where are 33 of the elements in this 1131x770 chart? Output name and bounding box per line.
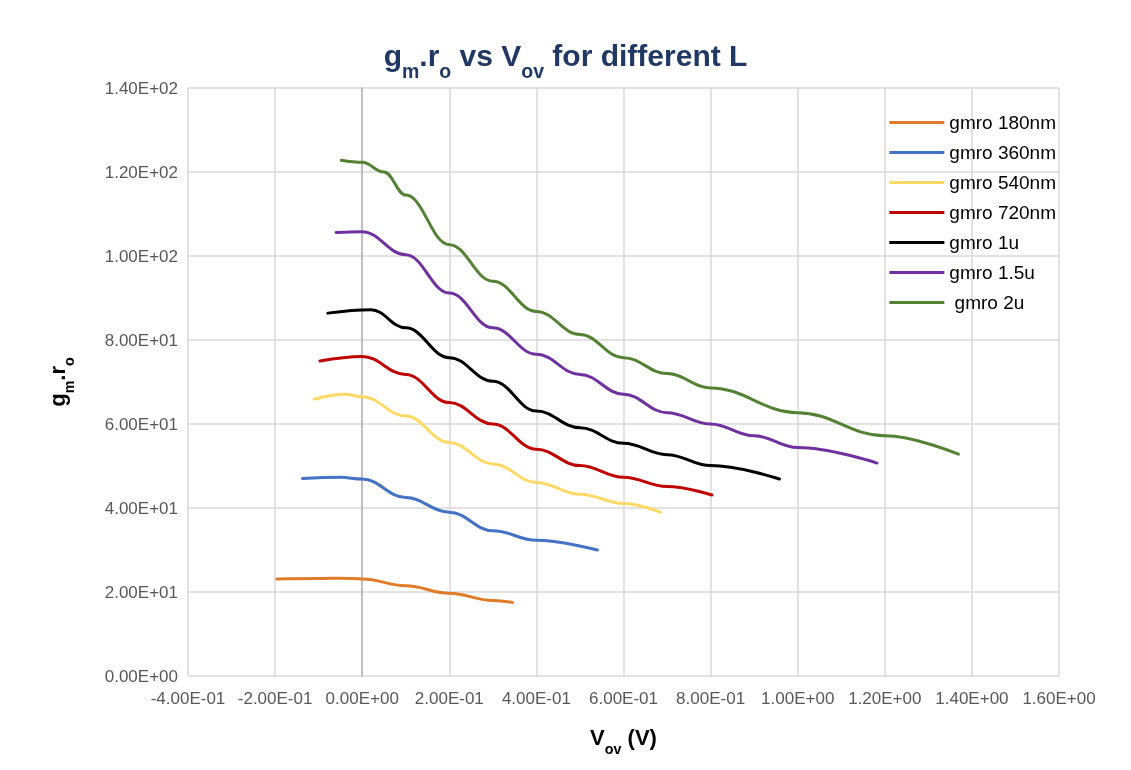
y-tick-label: 8.00E+01 [104, 330, 178, 350]
x-tick-label: -2.00E-01 [237, 689, 313, 708]
x-tick-label: 1.00E+00 [761, 689, 835, 708]
x-tick-label: 1.40E+00 [935, 689, 1009, 708]
y-tick-label: 1.40E+02 [104, 78, 178, 98]
line-series [318, 354, 714, 497]
y-tick-label: 2.00E+01 [104, 582, 178, 602]
x-tick-label: 6.00E-01 [589, 689, 658, 708]
x-tick-label: 0.00E+00 [325, 689, 399, 708]
line-series [334, 230, 879, 465]
x-tick-label: -4.00E-01 [150, 689, 226, 708]
line-series [312, 392, 663, 514]
line-series [326, 308, 781, 481]
legend-label: gmro 360nm [949, 142, 1057, 163]
y-tick-label: 1.00E+02 [104, 246, 178, 266]
x-tick-label: 8.00E-01 [676, 689, 746, 708]
x-tick-label: 1.60E+00 [1022, 689, 1096, 708]
line-series [275, 576, 514, 604]
y-tick-label: 0.00E+00 [104, 666, 178, 686]
y-tick-label: 1.20E+02 [104, 162, 178, 182]
legend-label: gmro 180nm [949, 112, 1057, 133]
y-tick-label: 4.00E+01 [104, 498, 178, 518]
y-axis-title: gm.ro [44, 356, 77, 407]
legend-label: gmro 720nm [949, 202, 1057, 223]
legend-label: gmro 540nm [949, 172, 1057, 193]
legend-label: gmro 1u [949, 232, 1020, 253]
line-series [301, 475, 599, 552]
y-tick-label: 6.00E+01 [104, 414, 178, 434]
x-tick-label: 4.00E-01 [501, 689, 571, 708]
legend-label: gmro 1.5u [949, 262, 1035, 283]
legend-label: gmro 2u [949, 292, 1025, 313]
x-tick-label: 1.20E+00 [848, 689, 922, 708]
x-tick-label: 2.00E-01 [414, 689, 484, 708]
